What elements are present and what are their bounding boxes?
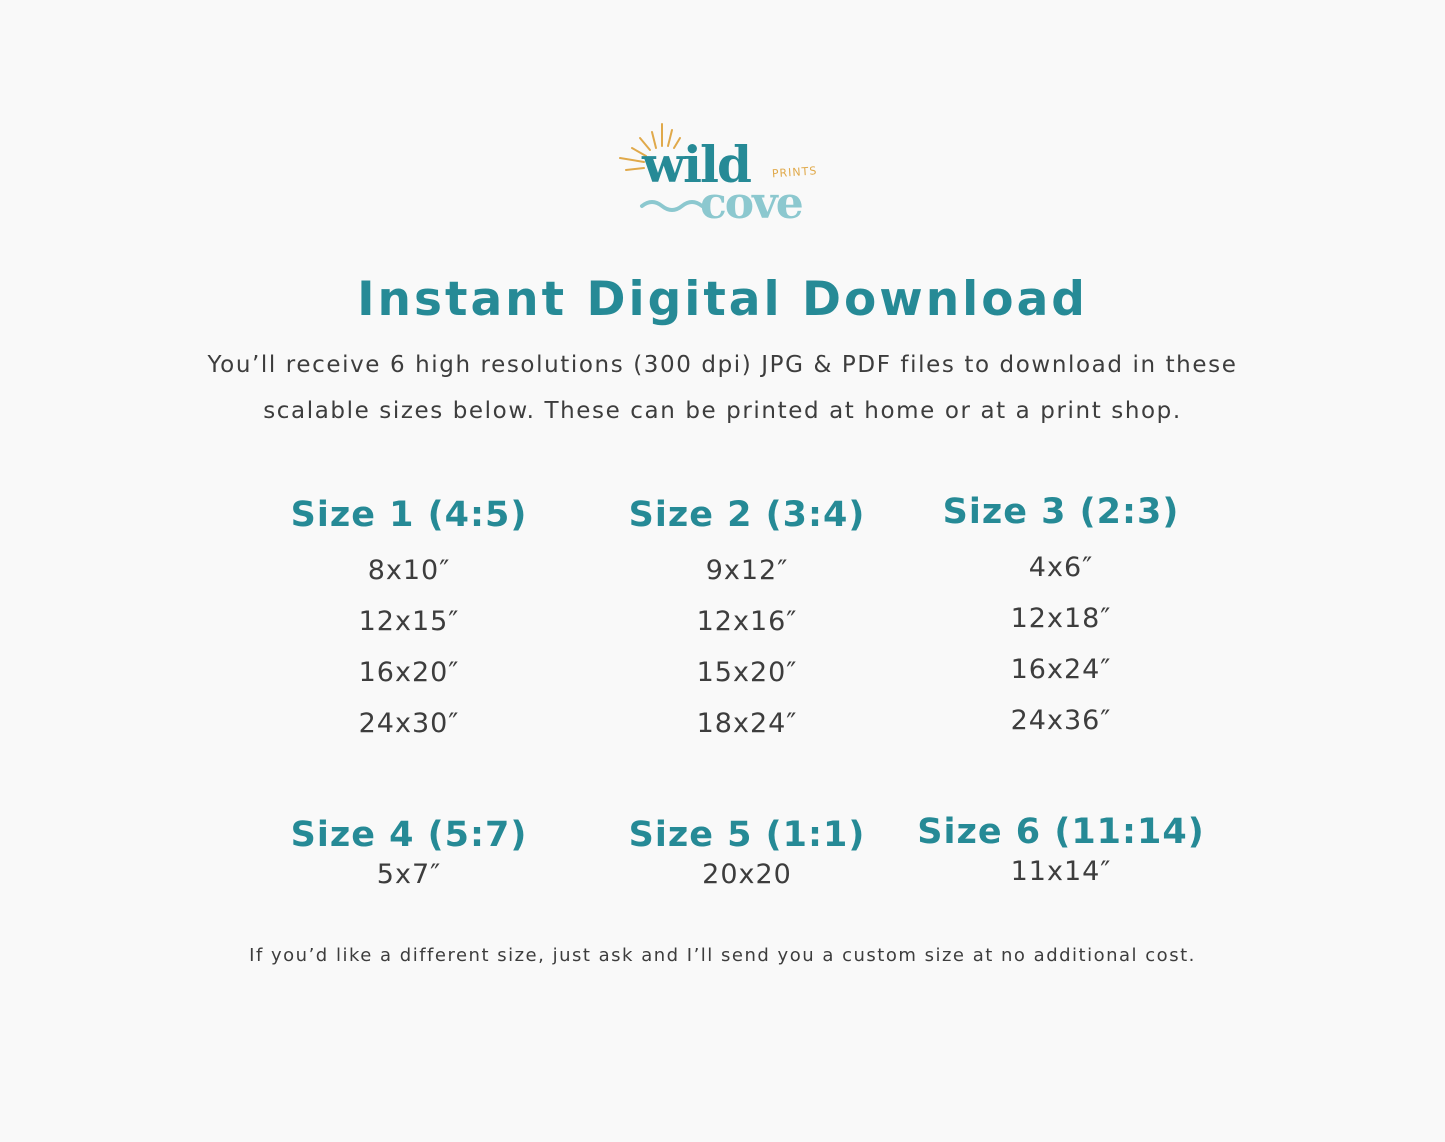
size-item: 4x6″ <box>1028 552 1094 583</box>
size-item: 5x7″ <box>376 859 442 890</box>
size-heading: Size 1 (4:5) <box>290 495 528 535</box>
size-item: 24x30″ <box>358 708 460 739</box>
page-title: Instant Digital Download <box>357 272 1088 327</box>
size-group-1: Size 1 (4:5) 8x10″ 12x15″ 16x20″ 24x30″ <box>239 493 579 749</box>
size-heading: Size 4 (5:7) <box>290 815 528 855</box>
size-group-5: Size 5 (1:1) 20x20 <box>577 813 917 893</box>
size-item: 16x24″ <box>1010 654 1112 685</box>
wild-cove-prints-logo: wild PRINTS cove <box>619 123 818 228</box>
size-heading: Size 5 (1:1) <box>628 815 866 855</box>
size-item: 12x15″ <box>358 606 460 637</box>
size-item: 12x16″ <box>696 606 798 637</box>
intro-line-2: scalable sizes below. These can be print… <box>263 398 1182 424</box>
size-item: 15x20″ <box>696 657 798 688</box>
size-group-6: Size 6 (11:14) 11x14″ <box>891 810 1231 890</box>
sun-rays-icon <box>619 123 681 171</box>
intro-line-1: You’ll receive 6 high resolutions (300 d… <box>207 352 1238 378</box>
svg-text:cove: cove <box>700 178 802 228</box>
size-item: 11x14″ <box>1010 856 1112 887</box>
size-heading: Size 2 (3:4) <box>628 495 866 535</box>
size-heading: Size 6 (11:14) <box>917 812 1205 852</box>
size-item: 8x10″ <box>367 555 451 586</box>
size-item: 24x36″ <box>1010 705 1112 736</box>
footer-note: If you’d like a different size, just ask… <box>249 945 1196 966</box>
size-heading: Size 3 (2:3) <box>942 492 1180 532</box>
size-item: 12x18″ <box>1010 603 1112 634</box>
size-item: 16x20″ <box>358 657 460 688</box>
size-group-3: Size 3 (2:3) 4x6″ 12x18″ 16x24″ 24x36″ <box>891 490 1231 746</box>
svg-text:wild: wild <box>641 135 751 194</box>
size-group-4: Size 4 (5:7) 5x7″ <box>239 813 579 893</box>
size-group-2: Size 2 (3:4) 9x12″ 12x16″ 15x20″ 18x24″ <box>577 493 917 749</box>
size-item: 18x24″ <box>696 708 798 739</box>
size-item: 20x20 <box>702 859 792 890</box>
svg-text:PRINTS: PRINTS <box>771 164 817 180</box>
wave-icon <box>640 200 704 212</box>
size-item: 9x12″ <box>705 555 789 586</box>
